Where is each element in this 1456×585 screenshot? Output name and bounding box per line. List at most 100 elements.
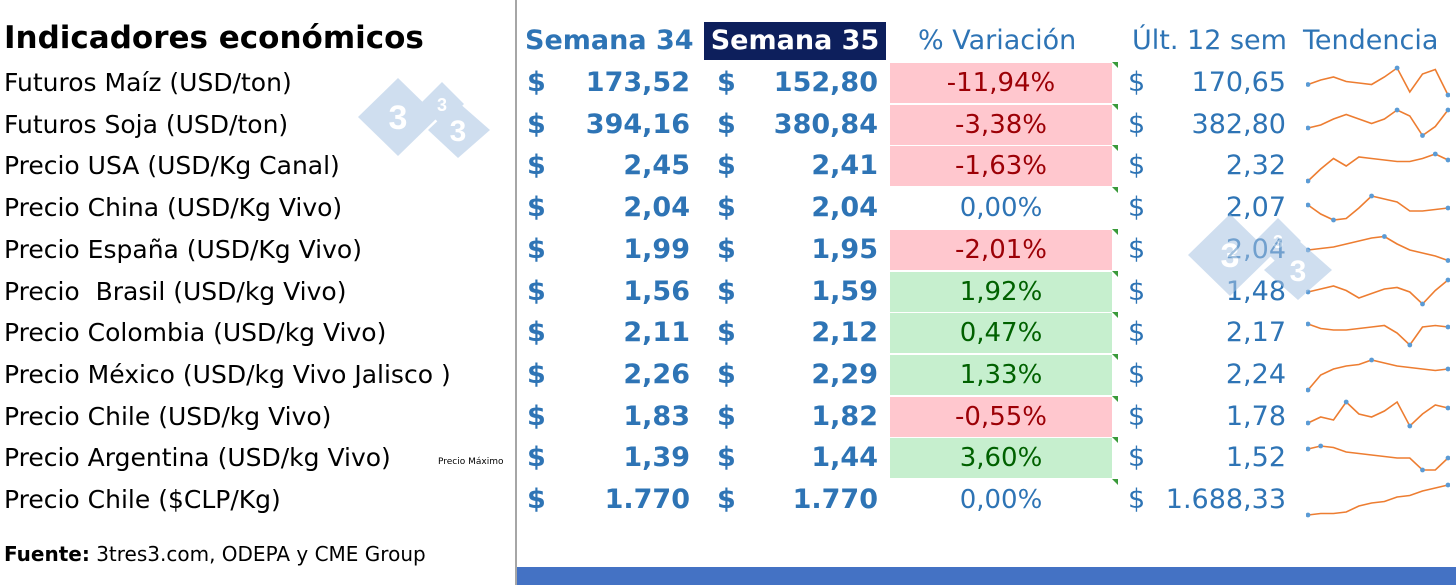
semana-34-value: 2,26 bbox=[623, 358, 690, 390]
semana-34-value: 1.770 bbox=[604, 484, 690, 515]
cell-note-marker bbox=[1112, 353, 1118, 360]
currency-symbol: $ bbox=[717, 442, 736, 474]
semana-35-value: 2,12 bbox=[811, 317, 878, 349]
ult-12-sem-value: 2,32 bbox=[1225, 150, 1286, 182]
row-note: Precio Máximo bbox=[438, 457, 504, 468]
cell-note-marker bbox=[1112, 145, 1118, 152]
ult-12-sem-value: 170,65 bbox=[1191, 67, 1286, 98]
sparkline-marker bbox=[1445, 482, 1450, 488]
sparkline-marker bbox=[1420, 301, 1425, 306]
sparkline-marker bbox=[1432, 151, 1438, 157]
trend-sparkline bbox=[1306, 65, 1450, 98]
ult-12-sem-value: 1,78 bbox=[1225, 400, 1286, 432]
sparkline-path bbox=[1307, 484, 1449, 516]
sparkline-marker bbox=[1445, 107, 1450, 113]
currency-symbol: $ bbox=[1128, 484, 1146, 515]
table-row: Precio México (USD/kg Vivo Jalisco ) $2,2… bbox=[0, 353, 1456, 396]
semana-35-value: 152,80 bbox=[773, 67, 878, 98]
currency-symbol: $ bbox=[1128, 317, 1146, 349]
trend-sparkline bbox=[1306, 399, 1450, 428]
sparkline-path bbox=[1307, 359, 1449, 391]
sparkline-marker bbox=[1306, 82, 1311, 87]
variation-value: -2,01% bbox=[890, 229, 1112, 270]
watermark-logo-icon: 3 3 3 bbox=[1188, 214, 1332, 300]
logo-digit: 3 bbox=[1290, 255, 1307, 288]
row-label: Precio España (USD/Kg Vivo) bbox=[4, 234, 362, 264]
trend-sparkline bbox=[1306, 277, 1450, 306]
sparkline-marker bbox=[1445, 277, 1450, 282]
sparkline-marker bbox=[1445, 257, 1450, 263]
logo-digit: 3 bbox=[1221, 237, 1240, 275]
logo-digit-small: 3 bbox=[1273, 232, 1283, 252]
currency-symbol: $ bbox=[1128, 150, 1146, 182]
semana-34-value: 394,16 bbox=[585, 108, 690, 140]
currency-symbol: $ bbox=[527, 233, 546, 265]
currency-symbol: $ bbox=[527, 317, 546, 349]
sparkline-path bbox=[1307, 400, 1449, 427]
semana-34-value: 173,52 bbox=[585, 67, 690, 98]
sparkline-marker bbox=[1382, 233, 1387, 239]
trend-sparkline bbox=[1306, 321, 1450, 348]
table-row: Precio USA (USD/Kg Canal) $2,45 $2,41 -1,63… bbox=[0, 145, 1456, 187]
page-title: Indicadores económicos bbox=[4, 20, 424, 56]
sparkline-marker bbox=[1306, 420, 1311, 425]
trend-sparkline bbox=[1306, 482, 1450, 518]
semana-35-value: 1,95 bbox=[811, 233, 878, 265]
currency-symbol: $ bbox=[717, 108, 736, 140]
trend-sparkline bbox=[1306, 193, 1450, 223]
currency-symbol: $ bbox=[527, 108, 546, 140]
header-semana-35: Semana 35 bbox=[704, 22, 886, 60]
cell-note-marker bbox=[1112, 312, 1118, 319]
currency-symbol: $ bbox=[717, 484, 736, 515]
sparkline-marker bbox=[1445, 455, 1450, 461]
sparkline-path bbox=[1307, 278, 1449, 305]
row-label: Precio Chile ($CLP/Kg) bbox=[4, 485, 281, 514]
sparkline-path bbox=[1307, 323, 1449, 347]
variation-value: -0,55% bbox=[890, 396, 1112, 437]
currency-symbol: $ bbox=[527, 358, 546, 390]
currency-symbol: $ bbox=[717, 150, 736, 182]
table-row: Precio Chile (USD/kg Vivo) $1,83 $1,82 -0,5… bbox=[0, 395, 1456, 438]
sparkline-marker bbox=[1407, 342, 1413, 348]
semana-34-value: 1,83 bbox=[623, 400, 690, 432]
sparkline-marker bbox=[1420, 467, 1425, 473]
sparkline-marker bbox=[1445, 157, 1450, 163]
semana-34-value: 1,39 bbox=[623, 442, 690, 474]
currency-symbol: $ bbox=[717, 400, 736, 432]
sparkline-path bbox=[1307, 235, 1449, 262]
variation-value: -1,63% bbox=[890, 146, 1112, 187]
currency-symbol: $ bbox=[717, 317, 736, 349]
currency-symbol: $ bbox=[1128, 233, 1146, 265]
row-label: Futuros Maíz (USD/ton) bbox=[4, 68, 292, 97]
currency-symbol: $ bbox=[717, 358, 736, 390]
cell-note-marker bbox=[1112, 437, 1118, 444]
sparkline-marker bbox=[1369, 357, 1374, 363]
semana-34-value: 2,04 bbox=[623, 192, 690, 224]
header-semana-34: Semana 34 bbox=[525, 25, 694, 56]
sparkline-marker bbox=[1306, 387, 1311, 393]
semana-35-value: 2,29 bbox=[811, 358, 878, 390]
semana-34-value: 1,99 bbox=[623, 233, 690, 265]
sparkline-marker bbox=[1306, 125, 1311, 131]
sparkline-marker bbox=[1445, 205, 1450, 211]
sparkline-path bbox=[1307, 445, 1449, 472]
sparkline-marker bbox=[1318, 443, 1324, 449]
variation-value: 1,33% bbox=[890, 354, 1112, 395]
currency-symbol: $ bbox=[1128, 358, 1146, 390]
trend-sparkline bbox=[1306, 151, 1450, 184]
logo-digit-small: 3 bbox=[437, 95, 447, 115]
sparkline-marker bbox=[1445, 366, 1450, 372]
semana-35-value: 1,82 bbox=[811, 400, 878, 432]
sparkline-marker bbox=[1306, 512, 1311, 518]
sparkline-marker bbox=[1394, 65, 1400, 71]
currency-symbol: $ bbox=[527, 192, 546, 224]
sparkline-marker bbox=[1306, 446, 1311, 452]
variation-value: 3,60% bbox=[890, 438, 1112, 479]
sparkline-path bbox=[1307, 153, 1449, 182]
row-label: Precio Argentina (USD/kg Vivo) bbox=[4, 443, 391, 473]
variation-value: -11,94% bbox=[890, 63, 1112, 103]
sparkline-marker bbox=[1445, 92, 1450, 98]
table-row: Precio Argentina (USD/kg Vivo) Precio Máx… bbox=[0, 437, 1456, 479]
variation-value: 0,00% bbox=[959, 485, 1043, 515]
